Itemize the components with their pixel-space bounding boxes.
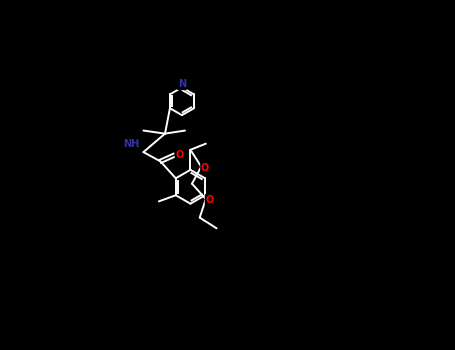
Text: O: O (201, 162, 209, 173)
Text: N: N (178, 79, 186, 89)
Text: O: O (176, 150, 184, 160)
Text: O: O (206, 195, 214, 205)
Text: NH: NH (123, 139, 140, 149)
